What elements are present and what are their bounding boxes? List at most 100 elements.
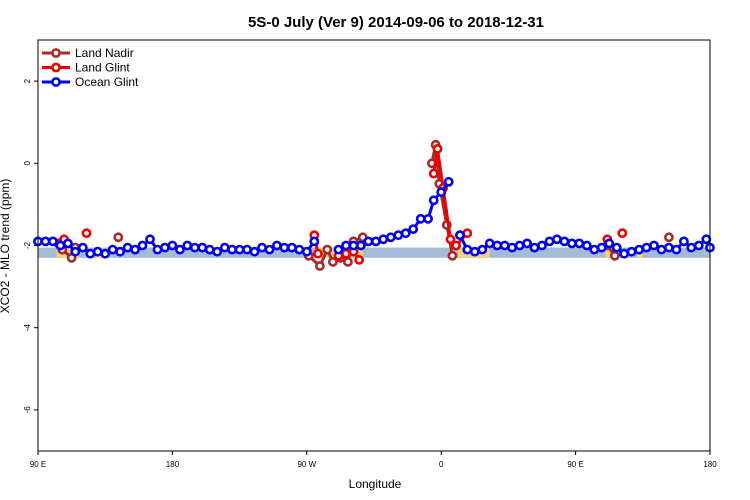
x-tick-label: 90 E <box>30 460 46 469</box>
ocean-glint-point <box>77 242 88 253</box>
land-nadir-point <box>447 250 458 261</box>
ocean-glint-point <box>130 244 140 255</box>
ocean-glint-point <box>85 248 96 259</box>
y-tick-label: 0 <box>23 161 32 166</box>
ocean-glint-point <box>378 234 389 245</box>
legend-item-land-nadir: Land Nadir <box>42 46 134 60</box>
land-nadir-point <box>327 256 338 267</box>
ocean-glint-point <box>686 242 697 253</box>
ocean-glint-point <box>48 236 58 247</box>
ocean-glint-point <box>574 238 585 249</box>
legend-label: Land Nadir <box>75 46 134 60</box>
ocean-glint-point <box>286 242 297 253</box>
ocean-glint-point <box>454 230 465 241</box>
ocean-glint-point <box>428 195 439 206</box>
ocean-glint-point <box>443 176 454 187</box>
ocean-glint-point <box>634 244 644 255</box>
x-tick-label: 180 <box>703 460 717 469</box>
x-tick-label: 180 <box>166 460 180 469</box>
ocean-glint-point <box>279 242 290 253</box>
ocean-glint-point <box>559 236 570 247</box>
ocean-glint-point <box>604 238 615 249</box>
ocean-glint-point <box>197 242 208 253</box>
legend-label: Land Glint <box>75 61 130 75</box>
land-glint-point <box>341 248 351 259</box>
legend-marker <box>51 62 61 73</box>
land-nadir-point <box>609 250 620 261</box>
ocean-glint-point <box>204 244 215 255</box>
ocean-glint-point <box>641 242 652 253</box>
land-glint-point <box>462 228 473 239</box>
ocean-glint-point <box>522 238 532 249</box>
land-nadir-point <box>113 232 124 243</box>
x-axis-label: Longitude <box>349 477 402 491</box>
ocean-glint-point <box>294 244 305 255</box>
ocean-glint-point <box>693 240 704 251</box>
ocean-glint-point <box>664 242 674 253</box>
ocean-glint-point <box>589 244 600 255</box>
ocean-glint-point <box>385 232 396 243</box>
ocean-glint-point <box>341 240 351 251</box>
legend-label: Ocean Glint <box>75 75 139 89</box>
ocean-glint-point <box>189 242 200 253</box>
legend-item-ocean-glint: Ocean Glint <box>42 75 139 89</box>
ocean-glint-point <box>469 246 480 257</box>
ocean-glint-point <box>363 236 374 247</box>
y-axis: 2 0 -2 -4 -6 <box>23 78 38 413</box>
ocean-glint-point <box>492 240 503 251</box>
ocean-glint-point <box>167 240 178 251</box>
ocean-glint-point <box>70 246 81 257</box>
ocean-glint-point <box>301 246 312 257</box>
ocean-glint-point <box>507 242 517 253</box>
land-glint-point <box>432 143 443 154</box>
land-nadir-point <box>664 232 674 243</box>
x-tick-label: 0 <box>439 460 444 469</box>
ocean-glint-point <box>249 246 260 257</box>
x-tick-label: 90 W <box>297 460 316 469</box>
y-tick-label: 2 <box>23 78 32 83</box>
legend-item-land-glint: Land Glint <box>42 61 130 75</box>
ocean-glint-point <box>333 244 344 255</box>
ocean-glint-point <box>55 240 66 251</box>
ocean-glint-point <box>145 234 155 245</box>
ocean-glint-point <box>552 234 562 245</box>
ocean-surface-band <box>38 247 710 258</box>
land-glint-point <box>445 234 456 245</box>
ocean-glint-point <box>656 244 667 255</box>
ocean-glint-point <box>701 234 712 245</box>
ocean-glint-point <box>137 240 148 251</box>
ocean-glint-point <box>462 244 473 255</box>
y-tick-label: -2 <box>23 241 32 249</box>
ocean-glint-point <box>182 240 193 251</box>
ocean-glint-point <box>152 244 163 255</box>
ocean-glint-point <box>174 244 185 255</box>
land-glint-point <box>428 168 439 179</box>
ocean-glint-point <box>159 242 170 253</box>
ocean-glint-point <box>115 246 125 257</box>
land-surface-band-4 <box>605 247 615 258</box>
ocean-glint-point <box>611 242 622 253</box>
series-layer <box>33 139 715 271</box>
x-tick-label: 90 E <box>567 460 583 469</box>
ocean-glint-point <box>257 242 267 253</box>
x-axis: 90 E 180 90 W 0 90 E 180 <box>30 451 717 469</box>
land-glint-point <box>354 254 364 265</box>
ocean-glint-point <box>514 240 525 251</box>
ocean-glint-point <box>309 236 320 247</box>
series-ocean-glint <box>33 176 715 259</box>
ocean-glint-point <box>423 213 433 224</box>
ocean-glint-point <box>679 236 689 247</box>
ocean-glint-point <box>671 244 682 255</box>
ocean-glint-point <box>227 244 237 255</box>
land-nadir-point <box>322 244 333 255</box>
land-nadir-point <box>342 256 353 267</box>
ocean-glint-point <box>271 240 282 251</box>
chart-title: 5S-0 July (Ver 9) 2014-09-06 to 2018-12-… <box>248 14 544 31</box>
ocean-glint-point <box>92 246 103 257</box>
ocean-glint-point <box>234 244 245 255</box>
land-glint-point <box>313 248 323 259</box>
ocean-glint-point <box>393 230 404 241</box>
ocean-glint-point <box>596 242 607 253</box>
land-glint-point <box>451 240 461 251</box>
